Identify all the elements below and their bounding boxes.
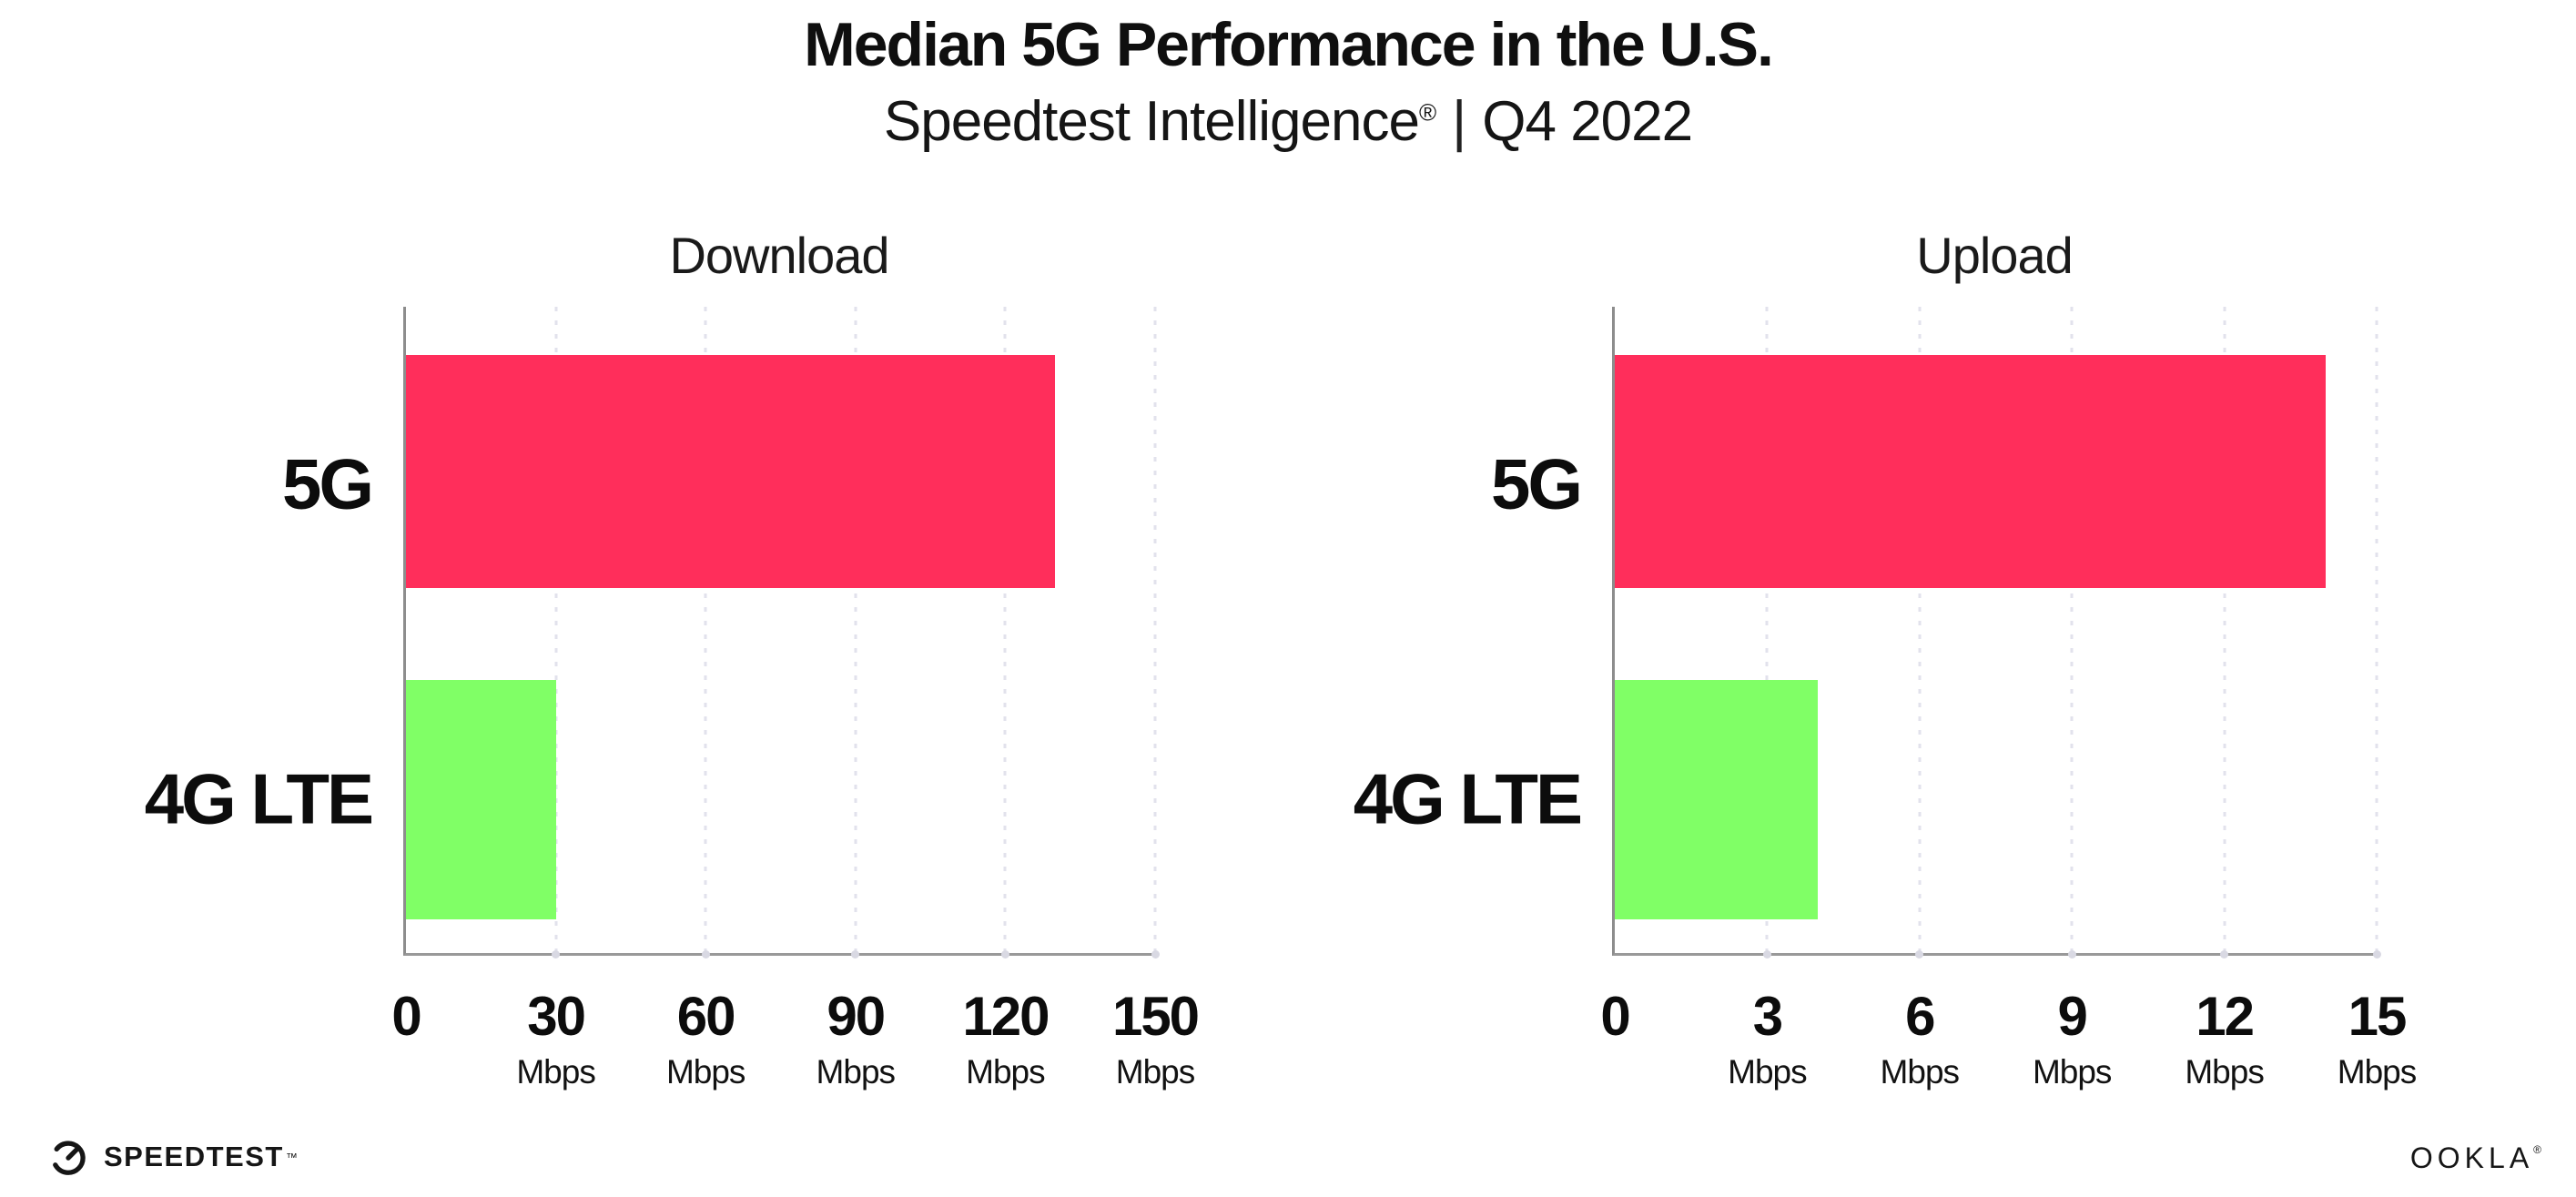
subtitle-brand: Speedtest Intelligence bbox=[883, 90, 1420, 154]
tick-value: 6 bbox=[1905, 986, 1935, 1047]
x-tick-150: 150 Mbps bbox=[1111, 986, 1200, 1090]
plot-area-download: 5G 4G LTE 0 30 Mbps 60 Mbps 90 Mbps 120 Mbps 150 Mbp… bbox=[145, 307, 1200, 1089]
tick-value: 0 bbox=[391, 986, 421, 1047]
tick-unit: Mbps bbox=[1728, 1053, 1807, 1090]
page-title: Median 5G Performance in the U.S. bbox=[804, 10, 1774, 79]
speedtest-logo: SPEEDTEST ™ bbox=[47, 1136, 298, 1178]
subtitle-separator: | bbox=[1452, 90, 1466, 154]
page-subtitle: Speedtest Intelligence® | Q4 2022 bbox=[0, 92, 2576, 151]
tick-unit: Mbps bbox=[2032, 1053, 2112, 1090]
category-label-5g: 5G bbox=[281, 443, 374, 524]
bar-4g-lte bbox=[1615, 680, 1819, 919]
tick-value: 90 bbox=[827, 986, 886, 1047]
ookla-logo: OOKLA ® bbox=[2410, 1141, 2541, 1175]
tick-unit: Mbps bbox=[2185, 1053, 2264, 1090]
tick-unit: Mbps bbox=[1115, 1053, 1195, 1090]
plot-area-upload: 5G 4G LTE 0 3 Mbps 6 Mbps 9 Mbps 12 Mbps 15 Mbps bbox=[1354, 307, 2417, 1089]
tick-unit: Mbps bbox=[665, 1053, 745, 1090]
subtitle-period: Q4 2022 bbox=[1482, 90, 1693, 154]
gridline-6 bbox=[1918, 307, 1922, 953]
gridline-3 bbox=[1765, 307, 1769, 953]
tick-value: 12 bbox=[2196, 986, 2255, 1047]
ookla-wordmark: OOKLA bbox=[2409, 1141, 2534, 1174]
gridline-90 bbox=[854, 307, 857, 953]
gridline-9 bbox=[2070, 307, 2074, 953]
chart-title-download: Download bbox=[669, 227, 889, 284]
x-tick-9: 9 Mbps bbox=[2032, 986, 2112, 1090]
tick-value: 0 bbox=[1600, 986, 1630, 1047]
tick-value: 30 bbox=[527, 986, 586, 1047]
gauge-icon bbox=[51, 1141, 86, 1175]
x-tick-90: 90 Mbps bbox=[816, 986, 896, 1090]
tick-value: 15 bbox=[2348, 986, 2408, 1047]
tick-unit: Mbps bbox=[2337, 1053, 2417, 1090]
x-tick-3: 3 Mbps bbox=[1728, 986, 1807, 1090]
category-label-5g: 5G bbox=[1490, 443, 1583, 524]
gridline-120 bbox=[1003, 307, 1007, 953]
gridline-15 bbox=[2375, 307, 2378, 953]
gridline-12 bbox=[2223, 307, 2226, 953]
tick-unit: Mbps bbox=[816, 1053, 896, 1090]
tick-value: 150 bbox=[1111, 986, 1200, 1047]
header: Median 5G Performance in the U.S. Speedt… bbox=[0, 10, 2576, 151]
speedtest-wordmark: SPEEDTEST bbox=[104, 1141, 284, 1172]
gridline-150 bbox=[1153, 307, 1157, 953]
trademark-symbol: ™ bbox=[285, 1150, 298, 1164]
tick-unit: Mbps bbox=[966, 1053, 1045, 1090]
x-tick-6: 6 Mbps bbox=[1880, 986, 1960, 1090]
category-label-4g-lte: 4G LTE bbox=[1353, 758, 1583, 839]
x-tick-30: 30 Mbps bbox=[516, 986, 595, 1090]
bar-4g-lte bbox=[406, 680, 556, 919]
category-label-4g-lte: 4G LTE bbox=[144, 758, 374, 839]
gridline-30 bbox=[554, 307, 558, 953]
tick-unit: Mbps bbox=[1880, 1053, 1960, 1090]
bar-5g bbox=[406, 355, 1056, 588]
registered-mark: ® bbox=[1418, 98, 1436, 127]
tick-value: 120 bbox=[962, 986, 1050, 1047]
x-tick-60: 60 Mbps bbox=[665, 986, 745, 1090]
tick-value: 60 bbox=[676, 986, 736, 1047]
bar-5g bbox=[1615, 355, 2327, 588]
x-tick-15: 15 Mbps bbox=[2337, 986, 2417, 1090]
tick-value: 9 bbox=[2057, 986, 2087, 1047]
tick-unit: Mbps bbox=[516, 1053, 595, 1090]
x-tick-120: 120 Mbps bbox=[962, 986, 1050, 1090]
x-tick-12: 12 Mbps bbox=[2185, 986, 2264, 1090]
x-tick-0: 0 bbox=[391, 986, 421, 1047]
tick-value: 3 bbox=[1752, 986, 1783, 1047]
gridline-60 bbox=[704, 307, 707, 953]
chart-title-upload: Upload bbox=[1916, 227, 2073, 284]
registered-symbol: ® bbox=[2533, 1143, 2541, 1156]
x-tick-0: 0 bbox=[1600, 986, 1630, 1047]
